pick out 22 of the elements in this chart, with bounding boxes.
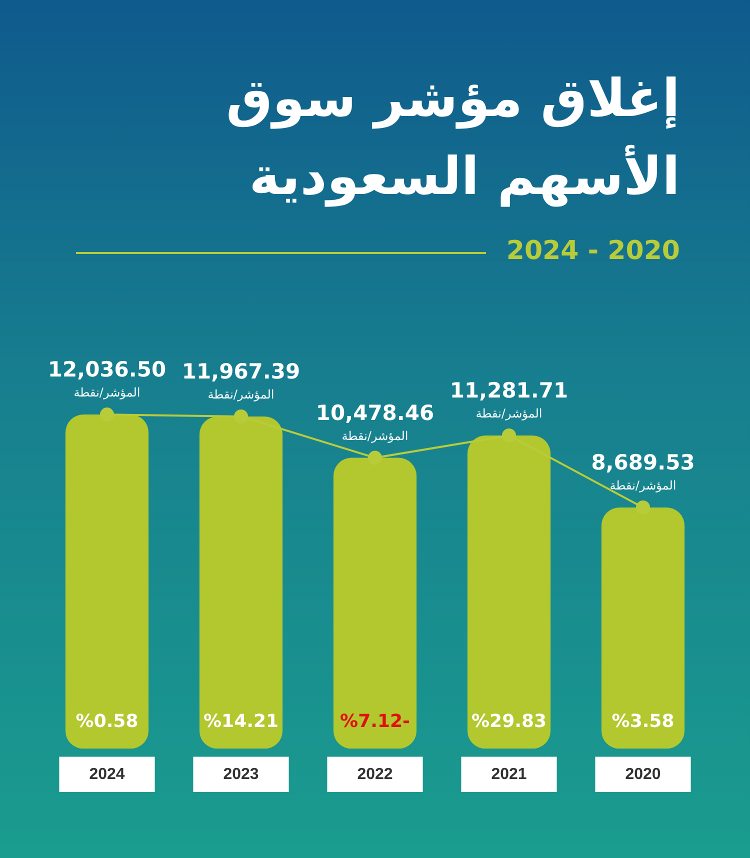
annotation: %3.58: [612, 710, 674, 732]
text: المؤشر/نقطة: [476, 406, 542, 420]
data-label: 11,281.71: [450, 378, 568, 402]
x-tick-label: 2021: [491, 766, 527, 783]
annotation: %29.83: [472, 710, 546, 732]
data-label: 12,036.50: [48, 358, 166, 382]
annotation: %7.12-: [340, 710, 410, 732]
data-label: 11,967.39: [182, 359, 300, 384]
x-tick-label: 2024: [89, 766, 125, 783]
data-label: 8,689.53: [591, 450, 695, 474]
y-axis-title: المؤشر/نقطة: [342, 428, 408, 443]
data-label: 10,478.46: [316, 400, 434, 425]
x-tick-label: 2020: [625, 766, 661, 783]
chart-subtitle: 2024 - 2020: [506, 236, 680, 266]
x-tick-label: 2023: [223, 766, 259, 783]
annotation: %14.21: [204, 710, 278, 732]
text: المؤشر/نقطة: [610, 478, 676, 492]
text: المؤشر/نقطة: [74, 386, 140, 400]
text: المؤشر/نقطة: [208, 387, 274, 402]
x-tick-label: 2022: [357, 766, 393, 783]
annotation: %0.58: [76, 710, 138, 732]
chart-title: إغلاق مؤشر سوق الأسهم السعودية: [224, 68, 680, 209]
